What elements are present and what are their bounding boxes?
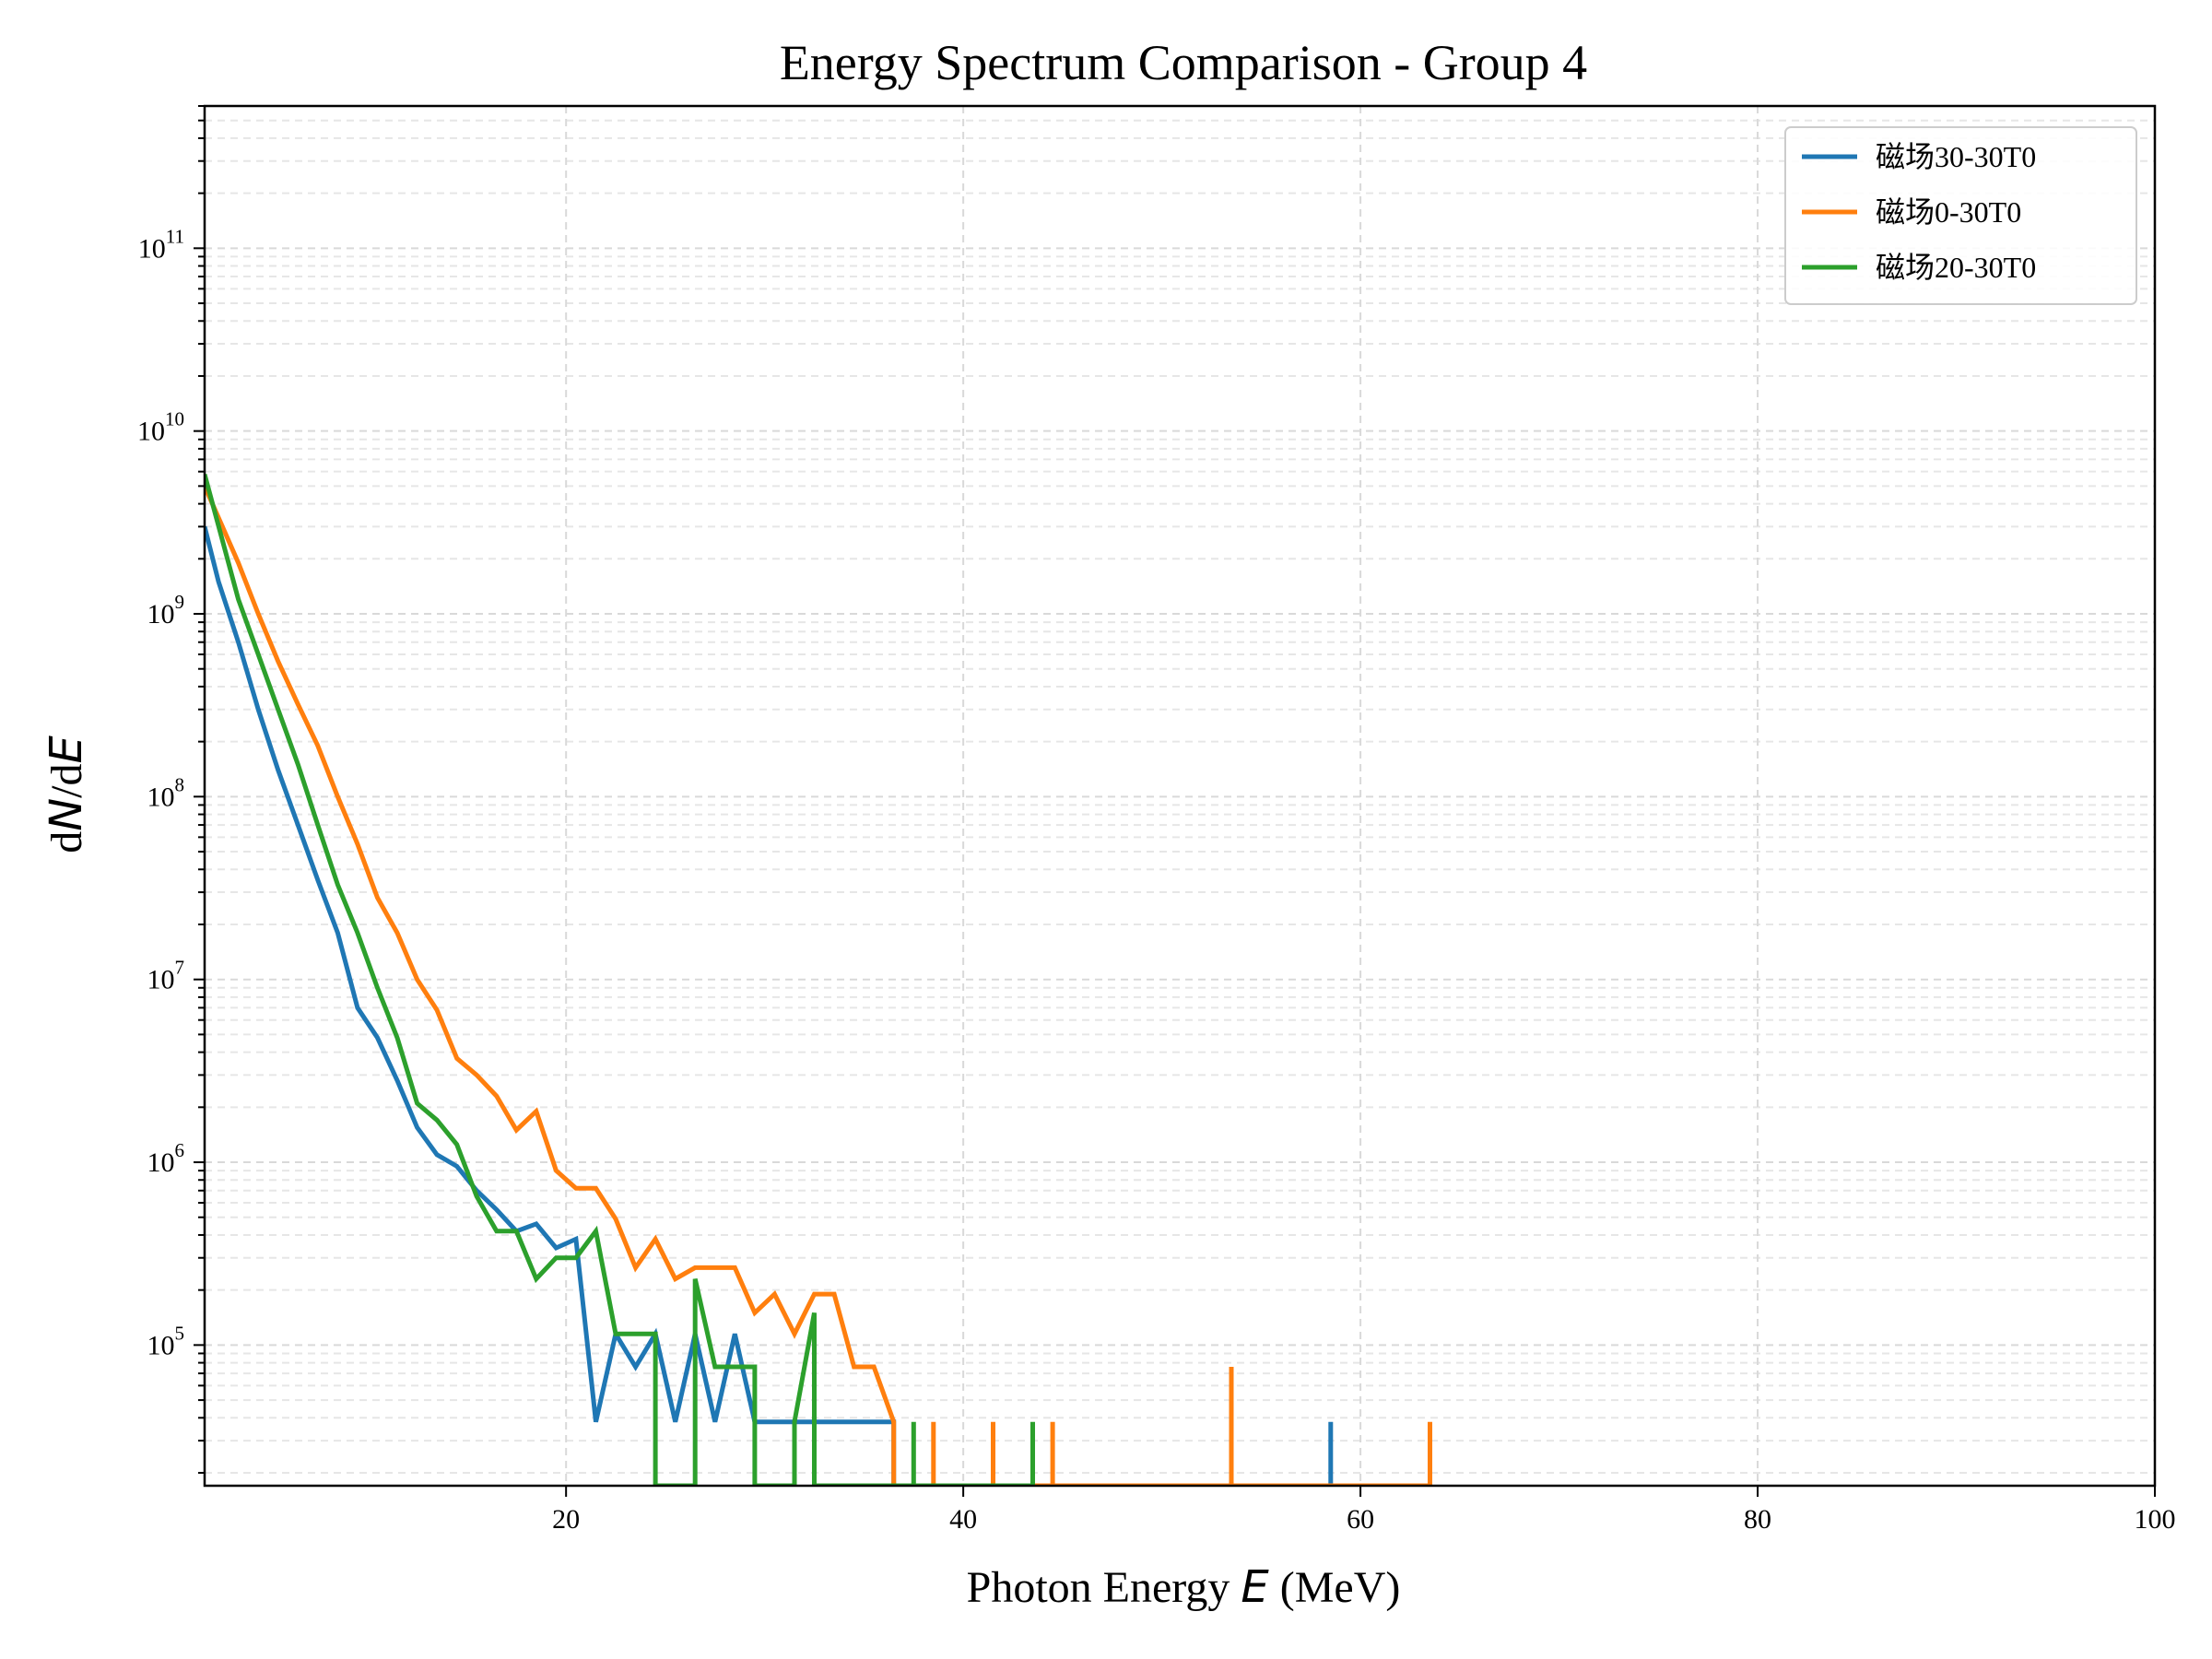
grid-lines — [205, 105, 2156, 1486]
y-tick-label: 109 — [147, 591, 185, 629]
y-tick-label: 107 — [147, 957, 185, 995]
chart-title: Energy Spectrum Comparison - Group 4 — [780, 35, 1587, 90]
legend-box — [1784, 126, 2137, 305]
series-line-3 — [205, 473, 1035, 1486]
legend-label-2: 磁场0-30T0 — [1876, 195, 2021, 229]
x-axis-label: Photon Energy E (MeV) — [967, 1561, 1401, 1613]
y-tick-label: 105 — [147, 1322, 185, 1360]
x-tick-label: 60 — [1347, 1504, 1374, 1535]
legend-label-3: 磁场20-30T0 — [1876, 251, 2036, 284]
x-tick-label: 80 — [1744, 1504, 1771, 1535]
y-tick-label: 108 — [147, 773, 185, 812]
x-tick-label: 20 — [552, 1504, 580, 1535]
x-tick-label: 100 — [2135, 1504, 2176, 1535]
series-line-2 — [205, 485, 1432, 1486]
series-line-1 — [205, 525, 1334, 1486]
y-axis-ticks: 105 106 107 108 109 1010 1011 — [137, 105, 205, 1475]
y-tick-label: 106 — [147, 1139, 185, 1178]
x-axis-ticks: 20 40 60 80 100 — [552, 1486, 2176, 1535]
y-tick-label: 1010 — [137, 408, 184, 447]
y-axis-label: dN/dE — [41, 735, 92, 853]
y-tick-label: 1011 — [138, 225, 184, 264]
plot-area — [205, 473, 1432, 1486]
legend-label-1: 磁场30-30T0 — [1876, 140, 2036, 173]
x-tick-label: 40 — [949, 1504, 977, 1535]
legend: 磁场30-30T0 磁场0-30T0 磁场20-30T0 — [1784, 126, 2137, 305]
